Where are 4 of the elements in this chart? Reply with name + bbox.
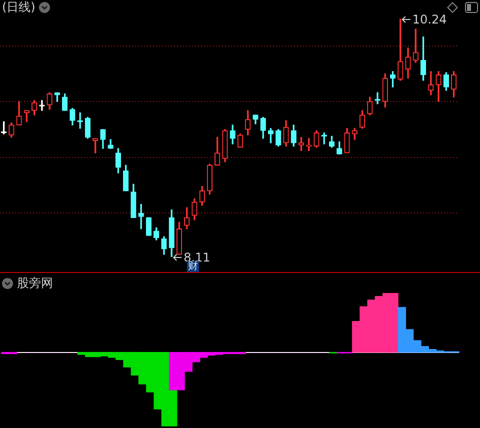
annotation: 10.24 bbox=[412, 12, 447, 27]
chart-title: 股旁网 bbox=[17, 276, 53, 290]
candlestick bbox=[39, 100, 45, 111]
chart-title: (日线) bbox=[2, 0, 36, 14]
